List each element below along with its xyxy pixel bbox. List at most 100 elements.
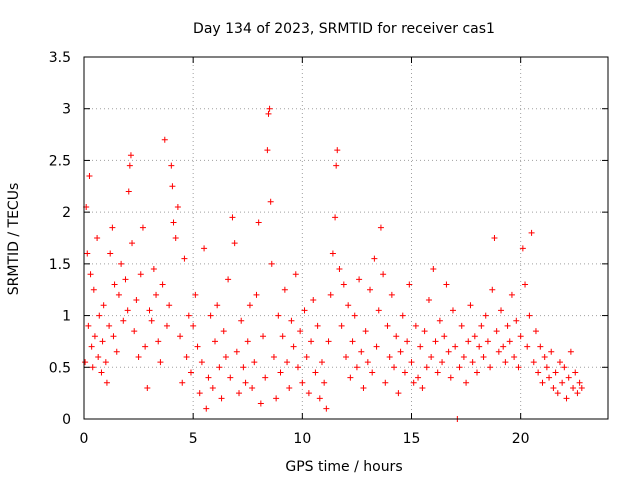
data-point — [460, 353, 467, 360]
data-point — [270, 353, 277, 360]
data-point — [190, 322, 197, 329]
data-point — [508, 291, 515, 298]
data-point — [367, 286, 374, 293]
grid-lines — [84, 57, 608, 419]
data-point — [170, 219, 177, 226]
data-point — [329, 250, 336, 257]
data-point — [565, 374, 572, 381]
data-point — [476, 343, 483, 350]
data-point — [253, 291, 260, 298]
data-point — [467, 302, 474, 309]
data-point — [181, 255, 188, 262]
y-tick-label: 1 — [62, 309, 71, 325]
data-point — [135, 353, 142, 360]
data-point — [113, 348, 120, 355]
data-point — [546, 374, 553, 381]
data-point — [129, 240, 136, 247]
data-point — [297, 328, 304, 335]
data-point — [111, 281, 118, 288]
data-point — [242, 379, 249, 386]
data-point — [327, 291, 334, 298]
data-point — [231, 240, 238, 247]
data-point — [264, 147, 271, 154]
data-point — [260, 333, 267, 340]
data-point — [356, 276, 363, 283]
x-tick-label: 10 — [293, 431, 311, 447]
data-point — [554, 390, 561, 397]
data-point — [109, 224, 116, 231]
data-point — [301, 307, 308, 314]
data-point — [408, 359, 415, 366]
data-point — [126, 162, 133, 169]
data-point — [556, 359, 563, 366]
data-point — [240, 364, 247, 371]
data-point — [425, 297, 432, 304]
data-point — [157, 359, 164, 366]
axis-ticks: 0 0.5 1 1.5 2 2.5 3 3.5 0 5 10 15 20 — [49, 50, 608, 447]
data-point — [563, 395, 570, 402]
data-point — [148, 317, 155, 324]
data-point — [482, 312, 489, 319]
data-point — [377, 224, 384, 231]
data-point — [229, 214, 236, 221]
data-point — [325, 338, 332, 345]
data-point — [84, 250, 91, 257]
data-point — [404, 338, 411, 345]
data-point — [380, 271, 387, 278]
data-point — [517, 333, 524, 340]
data-point — [238, 317, 245, 324]
data-point — [222, 353, 229, 360]
data-point — [236, 390, 243, 397]
data-point — [107, 250, 114, 257]
y-tick-label: 0 — [62, 412, 71, 428]
data-point — [192, 291, 199, 298]
data-point — [362, 328, 369, 335]
data-point — [364, 359, 371, 366]
data-point — [410, 379, 417, 386]
data-point — [351, 312, 358, 319]
data-point — [338, 322, 345, 329]
data-point — [115, 291, 122, 298]
data-point — [98, 369, 105, 376]
data-point — [500, 343, 507, 350]
data-point — [369, 369, 376, 376]
data-point — [103, 379, 110, 386]
data-point — [345, 302, 352, 309]
data-point — [216, 364, 223, 371]
data-point — [432, 338, 439, 345]
data-point — [498, 307, 505, 314]
data-point — [262, 374, 269, 381]
data-point — [504, 322, 511, 329]
data-point — [225, 276, 232, 283]
data-point — [99, 338, 106, 345]
data-point — [120, 317, 127, 324]
data-point — [487, 364, 494, 371]
data-point — [401, 369, 408, 376]
data-point — [474, 369, 480, 376]
data-point — [110, 333, 117, 340]
data-point — [150, 266, 157, 273]
data-point — [463, 379, 470, 386]
data-point — [201, 245, 208, 252]
data-point — [281, 286, 288, 293]
data-point — [266, 105, 273, 112]
data-point — [212, 338, 218, 345]
data-point — [168, 162, 175, 169]
data-point — [334, 147, 341, 154]
data-points — [82, 105, 585, 422]
x-tick-label: 0 — [80, 431, 89, 447]
data-point — [384, 322, 391, 329]
data-point — [203, 405, 210, 412]
data-point — [469, 359, 476, 366]
data-point — [382, 379, 389, 386]
data-point — [100, 302, 107, 309]
data-point — [106, 322, 113, 329]
data-point — [543, 364, 550, 371]
data-point — [388, 291, 395, 298]
data-point — [172, 235, 179, 241]
data-point — [353, 364, 360, 371]
y-tick-label: 0.5 — [49, 360, 71, 376]
data-point — [447, 374, 454, 381]
data-point — [489, 286, 496, 293]
